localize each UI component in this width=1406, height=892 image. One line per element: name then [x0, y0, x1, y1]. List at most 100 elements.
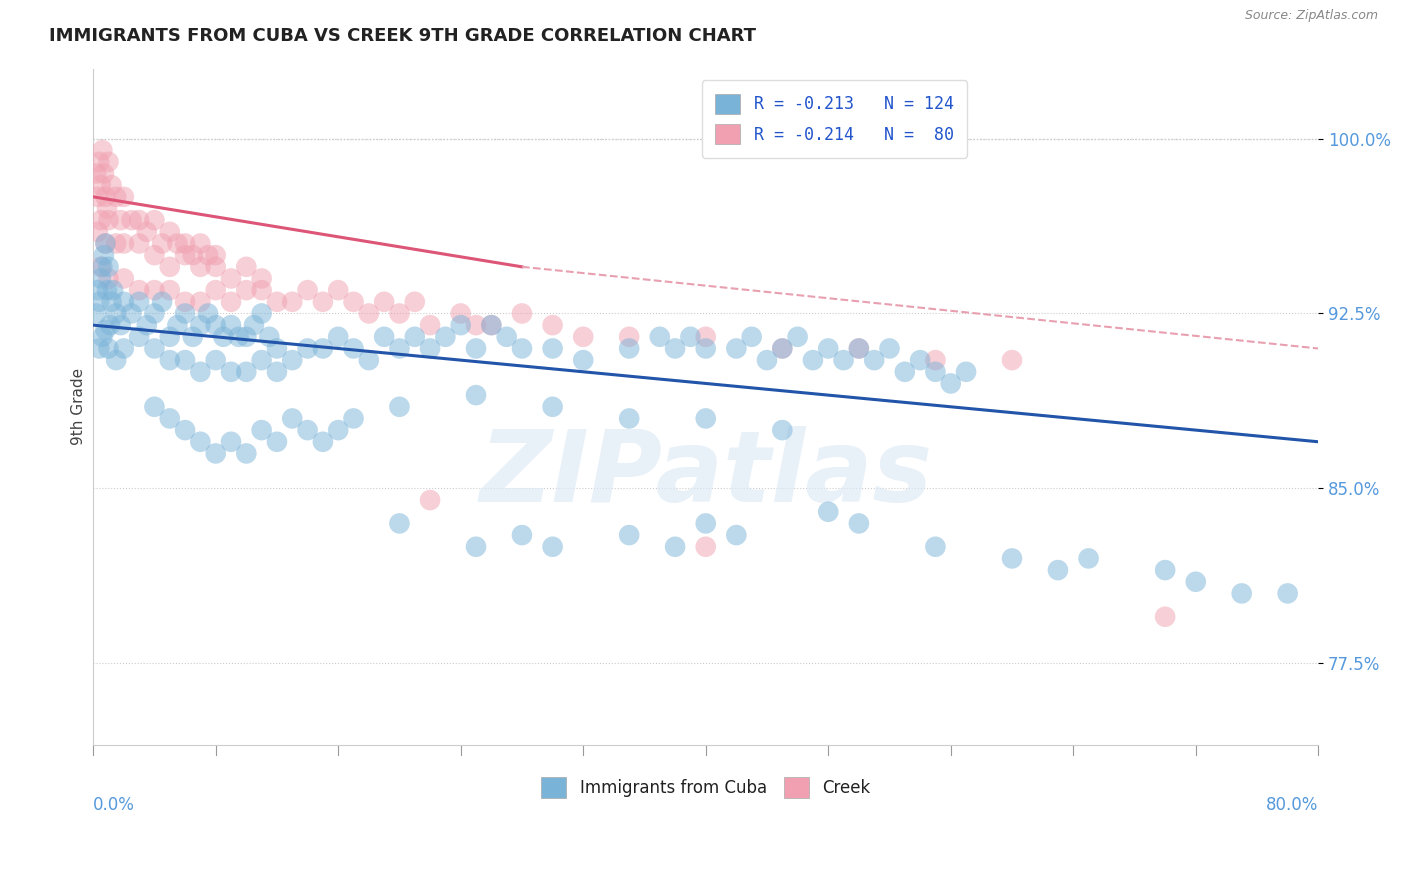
Point [419, 318, 441, 332]
Point [1046, 563, 1069, 577]
Point [190, 318, 212, 332]
Point [541, 342, 564, 356]
Text: IMMIGRANTS FROM CUBA VS CREEK 9TH GRADE CORRELATION CHART: IMMIGRANTS FROM CUBA VS CREEK 9TH GRADE … [49, 27, 756, 45]
Point [1230, 586, 1253, 600]
Point [97, 342, 120, 356]
Point [98, 318, 121, 332]
Point [219, 271, 242, 285]
Point [266, 365, 288, 379]
Point [388, 342, 411, 356]
Point [328, 423, 350, 437]
Point [105, 190, 128, 204]
Point [105, 236, 128, 251]
Point [212, 330, 235, 344]
Point [112, 236, 135, 251]
Point [128, 213, 150, 227]
Point [89, 342, 111, 356]
Point [924, 365, 946, 379]
Point [159, 283, 181, 297]
Point [357, 306, 380, 320]
Point [250, 306, 273, 320]
Point [174, 248, 197, 262]
Point [219, 318, 242, 332]
Point [89, 154, 111, 169]
Point [91, 330, 114, 344]
Point [266, 294, 288, 309]
Point [479, 318, 502, 332]
Point [110, 213, 132, 227]
Point [159, 353, 181, 368]
Point [128, 330, 150, 344]
Point [166, 318, 188, 332]
Point [510, 306, 533, 320]
Point [228, 330, 250, 344]
Point [197, 306, 219, 320]
Point [121, 306, 143, 320]
Point [465, 318, 488, 332]
Point [510, 528, 533, 542]
Point [235, 283, 257, 297]
Point [100, 178, 122, 193]
Point [190, 260, 212, 274]
Point [97, 213, 120, 227]
Point [373, 294, 395, 309]
Point [648, 330, 671, 344]
Point [143, 306, 166, 320]
Y-axis label: 9th Grade: 9th Grade [72, 368, 86, 445]
Point [97, 154, 120, 169]
Point [128, 294, 150, 309]
Point [174, 353, 197, 368]
Point [90, 271, 112, 285]
Point [266, 342, 288, 356]
Point [143, 248, 166, 262]
Point [159, 330, 181, 344]
Point [695, 411, 717, 425]
Point [695, 516, 717, 531]
Point [450, 318, 472, 332]
Point [150, 294, 173, 309]
Point [91, 260, 114, 274]
Point [250, 423, 273, 437]
Point [143, 400, 166, 414]
Point [328, 330, 350, 344]
Point [664, 342, 686, 356]
Point [219, 365, 242, 379]
Point [96, 283, 118, 297]
Point [817, 342, 839, 356]
Point [204, 260, 226, 274]
Point [204, 318, 226, 332]
Point [112, 271, 135, 285]
Point [281, 353, 304, 368]
Point [863, 353, 886, 368]
Point [770, 342, 793, 356]
Point [465, 388, 488, 402]
Point [94, 236, 117, 251]
Point [190, 294, 212, 309]
Point [204, 283, 226, 297]
Point [1277, 586, 1299, 600]
Point [135, 318, 157, 332]
Point [894, 365, 917, 379]
Point [135, 225, 157, 239]
Point [100, 294, 122, 309]
Point [190, 434, 212, 449]
Text: ZIPatlas: ZIPatlas [479, 426, 932, 523]
Point [848, 516, 870, 531]
Point [434, 330, 457, 344]
Text: 80.0%: 80.0% [1265, 796, 1319, 814]
Point [87, 225, 110, 239]
Point [495, 330, 517, 344]
Point [725, 528, 748, 542]
Point [87, 283, 110, 297]
Point [128, 236, 150, 251]
Point [112, 190, 135, 204]
Point [259, 330, 281, 344]
Point [101, 283, 124, 297]
Point [87, 190, 110, 204]
Point [617, 528, 640, 542]
Point [94, 190, 117, 204]
Point [93, 167, 115, 181]
Point [143, 213, 166, 227]
Point [1154, 609, 1177, 624]
Point [174, 306, 197, 320]
